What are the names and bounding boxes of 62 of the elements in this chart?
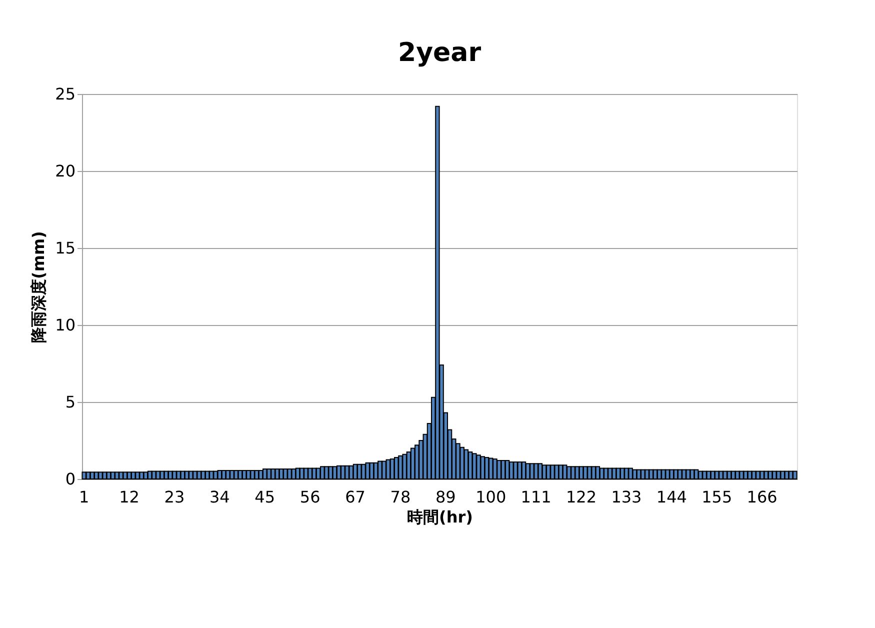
bar — [270, 468, 276, 480]
bar — [591, 466, 596, 480]
bar — [287, 468, 292, 480]
bar — [98, 472, 103, 480]
bar — [308, 468, 312, 480]
bar — [570, 466, 576, 480]
x-tick-label: 34 — [209, 488, 230, 506]
bar — [402, 454, 407, 480]
x-tick-label: 56 — [300, 488, 320, 506]
bar — [644, 469, 650, 480]
x-tick-label: 133 — [611, 488, 642, 506]
chart-title: 2year — [398, 38, 482, 68]
x-tick-label: 100 — [476, 488, 506, 506]
y-axis-title: 降雨深度(mm) — [29, 231, 48, 343]
x-tick-label: 78 — [390, 488, 411, 506]
bar — [139, 472, 144, 480]
bar — [608, 468, 612, 480]
bar — [739, 470, 744, 480]
x-tick-label: 122 — [566, 488, 597, 506]
y-tick-label: 0 — [65, 470, 76, 488]
x-tick-label: 111 — [520, 488, 552, 506]
x-tick-label: 67 — [345, 488, 366, 506]
bar — [476, 454, 481, 480]
bar — [496, 460, 502, 480]
x-axis-title: 時間(hr) — [407, 508, 473, 526]
bar — [365, 462, 370, 480]
y-tick-label: 15 — [55, 238, 76, 258]
x-tick-label: 144 — [656, 488, 687, 506]
bar — [176, 470, 181, 480]
x-tick-label: 166 — [746, 488, 778, 506]
bar — [534, 463, 538, 480]
x-tick-label: 23 — [164, 488, 185, 506]
bar — [118, 472, 124, 480]
y-tick-label: 25 — [55, 84, 76, 104]
bar — [792, 470, 798, 480]
bar — [513, 462, 518, 480]
x-tick-label: 1 — [78, 488, 90, 506]
bar — [682, 469, 686, 480]
bar — [760, 470, 764, 480]
bar — [722, 470, 728, 480]
x-tick-label: 155 — [702, 488, 732, 506]
bar — [213, 470, 218, 480]
y-tick-label: 5 — [65, 392, 76, 412]
bar — [250, 470, 255, 480]
bar — [192, 470, 198, 480]
bar — [344, 465, 350, 480]
bar — [82, 472, 86, 480]
bar — [435, 106, 440, 480]
bar — [324, 466, 329, 480]
bar — [702, 470, 707, 480]
bar — [382, 460, 386, 480]
x-tick-label: 89 — [435, 488, 456, 506]
bar — [156, 470, 160, 480]
bar — [234, 470, 238, 480]
bar — [776, 470, 781, 480]
bar — [665, 469, 670, 480]
y-tick-label: 20 — [55, 162, 76, 180]
x-tick-label: 12 — [119, 488, 140, 506]
y-tick-label: 10 — [55, 316, 76, 334]
x-tick-label: 45 — [254, 488, 276, 506]
bar — [550, 464, 555, 480]
bar — [628, 468, 633, 480]
